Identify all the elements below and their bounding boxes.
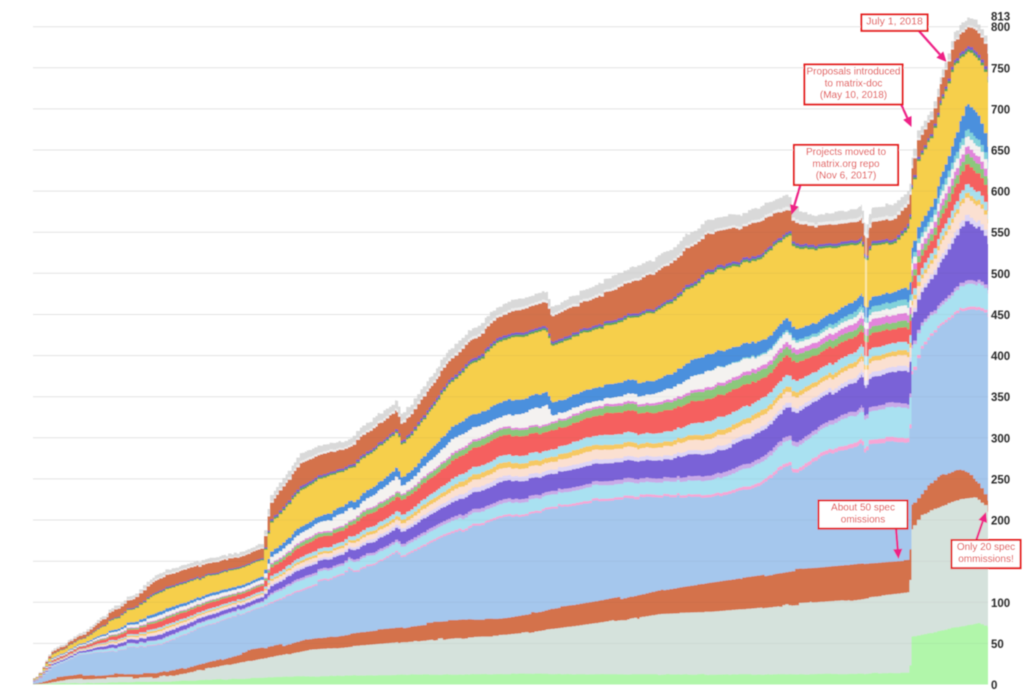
svg-text:matrix.org repo: matrix.org repo (812, 159, 880, 170)
svg-text:100: 100 (991, 598, 1010, 610)
svg-text:400: 400 (991, 351, 1010, 363)
svg-text:July 1, 2018: July 1, 2018 (866, 16, 923, 28)
svg-text:750: 750 (991, 63, 1010, 75)
svg-text:Proposals introduced: Proposals introduced (807, 67, 901, 78)
svg-text:813: 813 (991, 12, 1010, 24)
svg-text:550: 550 (991, 228, 1010, 240)
svg-text:650: 650 (991, 146, 1010, 158)
svg-text:500: 500 (991, 269, 1010, 281)
svg-text:200: 200 (991, 516, 1010, 528)
svg-text:Only 20 spec: Only 20 spec (957, 542, 1015, 553)
svg-text:About 50 spec: About 50 spec (831, 503, 895, 514)
svg-text:50: 50 (991, 639, 1004, 651)
svg-text:450: 450 (991, 310, 1010, 322)
svg-text:Projects moved to: Projects moved to (806, 147, 886, 158)
svg-text:to matrix-doc: to matrix-doc (825, 78, 883, 89)
svg-text:(May 10, 2018): (May 10, 2018) (820, 90, 887, 101)
svg-text:800: 800 (991, 22, 1010, 34)
svg-text:ommissions!: ommissions! (958, 554, 1014, 565)
svg-text:omissions: omissions (841, 514, 885, 525)
svg-text:(Nov 6, 2017): (Nov 6, 2017) (816, 171, 877, 182)
svg-text:600: 600 (991, 187, 1010, 199)
svg-text:0: 0 (991, 680, 997, 691)
svg-text:250: 250 (991, 474, 1010, 486)
svg-text:300: 300 (991, 433, 1010, 445)
svg-text:700: 700 (991, 104, 1010, 116)
svg-text:350: 350 (991, 392, 1010, 404)
